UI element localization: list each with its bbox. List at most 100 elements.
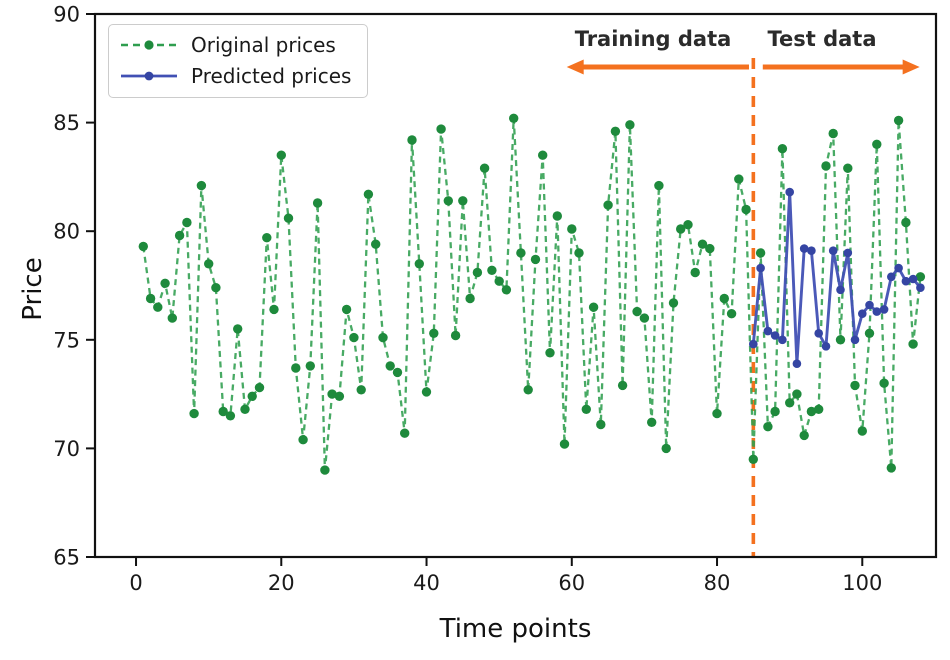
original-prices-marker [429, 328, 439, 338]
legend-swatch-predicted-solid-line-icon [121, 71, 177, 81]
original-prices-marker [174, 230, 185, 241]
original-prices-marker [196, 180, 207, 191]
predicted-prices-marker [770, 331, 780, 340]
original-prices-marker [225, 411, 236, 421]
y-axis-label: Price [18, 257, 48, 321]
original-prices-marker [356, 385, 366, 395]
original-prices-marker [516, 248, 526, 258]
original-prices-marker [668, 298, 679, 308]
predicted-prices-marker [828, 246, 838, 255]
original-prices-marker [472, 267, 483, 278]
original-prices-marker [254, 382, 265, 393]
predicted-prices-marker [887, 272, 896, 282]
original-prices-marker [785, 398, 795, 408]
original-prices-marker [705, 243, 715, 254]
original-prices-marker [450, 330, 461, 341]
original-prices-marker [821, 161, 831, 171]
original-prices-marker [204, 259, 214, 269]
predicted-prices-marker [858, 309, 867, 319]
predicted-prices-marker [807, 246, 816, 255]
predicted-prices-marker [778, 335, 787, 345]
predicted-prices-marker [836, 285, 845, 295]
original-prices-marker [683, 220, 693, 230]
original-prices-marker [741, 204, 751, 215]
test-data-annotation: Test data [767, 27, 877, 51]
original-prices-marker [414, 259, 424, 269]
original-prices-marker [182, 217, 192, 228]
original-prices-marker [327, 389, 337, 399]
predicted-prices-marker [872, 307, 882, 316]
original-prices-marker [857, 426, 867, 436]
original-prices-marker [661, 443, 671, 454]
y-axis-tick-label: 75 [53, 328, 80, 352]
original-prices-marker [588, 302, 599, 312]
original-prices-marker [893, 115, 904, 126]
original-prices-marker [559, 439, 570, 449]
original-prices-marker [799, 430, 809, 441]
x-axis-tick-label: 100 [842, 571, 882, 595]
original-prices-marker [400, 428, 410, 438]
original-prices-marker [879, 378, 889, 388]
predicted-prices-marker [763, 326, 773, 336]
original-prices-marker [341, 304, 352, 315]
predicted-prices-marker [879, 305, 889, 314]
legend: Original prices Predicted prices [108, 24, 369, 98]
original-prices-marker [770, 406, 780, 417]
y-axis-tick-label: 80 [53, 220, 80, 244]
original-prices-marker [392, 367, 403, 378]
plot-frame [93, 12, 938, 559]
predicted-prices-marker [901, 276, 911, 286]
original-prices-marker [305, 361, 315, 371]
original-prices-marker [167, 313, 177, 323]
original-prices-marker [479, 163, 490, 173]
original-prices-marker [864, 328, 875, 338]
original-prices-marker [138, 241, 148, 252]
original-prices-marker [385, 361, 395, 371]
original-prices-marker [211, 283, 221, 293]
legend-swatch-original-dashed-line-icon [121, 40, 177, 50]
original-prices-marker [647, 417, 657, 427]
predicted-prices-marker [916, 283, 925, 293]
x-axis-tick-label: 60 [558, 571, 585, 595]
original-prices-marker [334, 391, 345, 401]
original-prices-marker [596, 419, 606, 430]
original-prices-marker [233, 324, 243, 334]
original-prices-marker [610, 126, 621, 136]
original-prices-marker [291, 363, 301, 373]
original-prices-marker [320, 465, 330, 475]
original-prices-marker [654, 180, 664, 191]
original-prices-marker [828, 128, 838, 139]
original-prices-marker [676, 224, 686, 234]
original-prices-marker [617, 380, 628, 391]
predicted-prices-marker [792, 359, 802, 369]
original-prices-marker [843, 163, 853, 173]
original-prices-marker [349, 332, 359, 343]
predicted-prices-marker [749, 339, 758, 349]
original-prices-marker [276, 150, 286, 160]
original-prices-marker [690, 267, 700, 278]
original-prices-marker [494, 276, 504, 286]
original-prices-marker [487, 265, 497, 275]
y-axis-tick-label: 85 [53, 111, 80, 135]
training-arrow-head [566, 59, 584, 75]
original-prices-marker [763, 422, 773, 432]
original-prices-marker [835, 335, 846, 345]
original-prices-marker [581, 404, 591, 414]
original-prices-marker [719, 293, 729, 304]
legend-label-predicted: Predicted prices [191, 64, 352, 88]
original-prices-marker [901, 217, 911, 228]
original-prices-line [142, 117, 922, 472]
y-axis-tick-label: 70 [53, 437, 80, 461]
original-prices-marker [712, 408, 722, 419]
original-prices-marker [625, 120, 635, 130]
original-prices-marker [371, 239, 381, 249]
original-prices-marker [363, 189, 374, 199]
x-axis-tick-label: 20 [268, 571, 295, 595]
training-data-annotation: Training data [574, 27, 732, 51]
original-prices-marker [908, 339, 918, 349]
original-prices-marker [458, 196, 468, 206]
original-prices-marker [378, 332, 388, 343]
original-prices-marker [806, 406, 817, 417]
